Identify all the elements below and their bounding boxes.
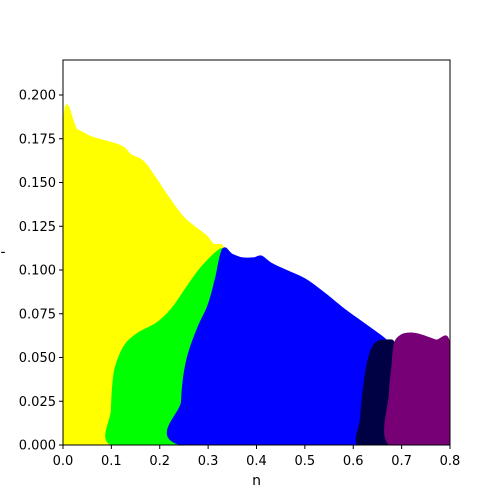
y-tick-label: 0.175: [19, 132, 56, 147]
y-tick-label: 0.125: [19, 220, 56, 235]
chart-regions: [63, 104, 450, 445]
y-tick-label: 0.000: [19, 439, 56, 454]
x-tick-label: 0.8: [440, 454, 461, 469]
x-tick-label: 0.2: [149, 454, 170, 469]
x-tick-label: 0.0: [53, 454, 74, 469]
y-tick-label: 0.150: [19, 176, 56, 191]
y-tick-label: 0.025: [19, 395, 56, 410]
y-tick-label: 0.200: [19, 89, 56, 104]
x-tick-label: 0.3: [198, 454, 219, 469]
y-tick-label: 0.050: [19, 351, 56, 366]
y-axis: 0.000 0.025 0.050 0.075 0.100 0.125 0.150 0.175…: [19, 89, 63, 454]
y-tick-label: 0.100: [19, 264, 56, 279]
x-tick-label: 0.4: [246, 454, 267, 469]
x-tick-label: 0.7: [391, 454, 412, 469]
y-axis-label: -: [0, 245, 5, 261]
x-axis-label: n: [252, 473, 261, 489]
x-axis: 0.0 0.1 0.2 0.3 0.4 0.5 0.6 0.7 0.8: [53, 445, 461, 469]
region-5: [384, 332, 450, 445]
y-tick-label: 0.075: [19, 307, 56, 322]
x-tick-label: 0.1: [101, 454, 122, 469]
x-tick-label: 0.6: [343, 454, 364, 469]
x-tick-label: 0.5: [295, 454, 316, 469]
